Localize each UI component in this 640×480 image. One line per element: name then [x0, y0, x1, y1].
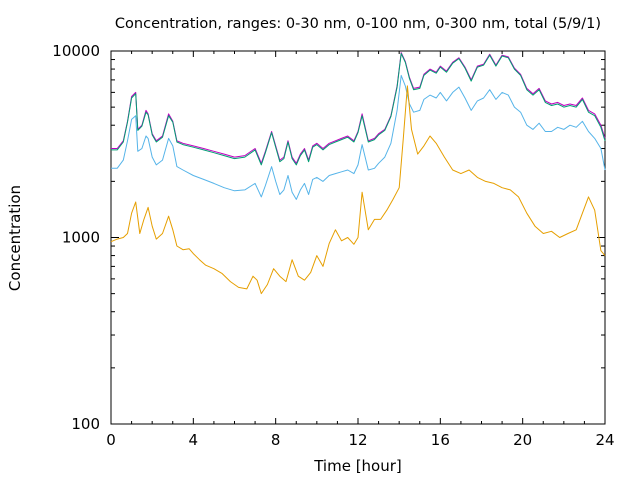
series-layer: [110, 52, 606, 295]
y-axis: 100 1000 10000: [52, 42, 605, 433]
x-tick-label: 8: [271, 431, 281, 449]
x-tick-label: 20: [513, 431, 532, 449]
x-axis-label: Time [hour]: [313, 457, 402, 475]
y-tick-label: 100: [71, 415, 100, 433]
y-axis-label: Concentration: [6, 185, 24, 291]
series-line-3: [111, 74, 606, 200]
chart-title: Concentration, ranges: 0-30 nm, 0-100 nm…: [115, 16, 601, 32]
x-tick-label: 16: [431, 431, 450, 449]
x-tick-label: 4: [189, 431, 199, 449]
y-tick-label: 1000: [62, 229, 100, 247]
series-line-4: [110, 85, 606, 295]
series-line-1: [111, 52, 606, 164]
y-tick-label: 10000: [52, 42, 100, 60]
x-tick-label: 24: [595, 431, 614, 449]
x-tick-label: 0: [106, 431, 116, 449]
x-tick-label: 12: [348, 431, 367, 449]
x-axis: 0 4 8 12 16 20 24: [106, 51, 615, 449]
series-line-2: [111, 53, 606, 166]
